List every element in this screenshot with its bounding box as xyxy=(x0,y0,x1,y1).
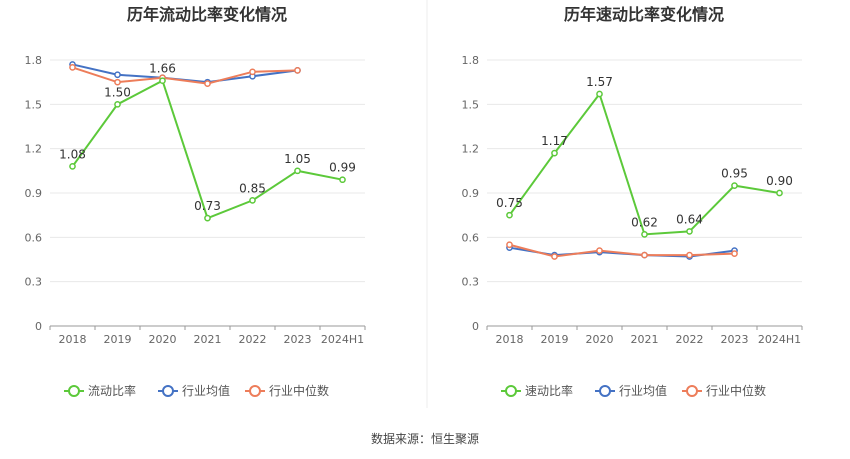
x-tick-label: 2024H1 xyxy=(758,333,801,346)
legend-item: 行业均值 xyxy=(158,383,230,398)
chart-2: 历年速动比率变化情况 0 0.3 0.6 0.9 1.2 1.5 1.8 2018 2019 202… xyxy=(462,5,803,398)
series-point xyxy=(339,176,346,184)
series-line-2 xyxy=(509,243,735,258)
data-label: 0.99 xyxy=(329,161,356,175)
y-tick-label: 1.2 xyxy=(462,143,480,156)
series-point xyxy=(204,214,211,222)
x-tick-label: 2023 xyxy=(721,333,749,346)
x-tick-label: 2022 xyxy=(676,333,704,346)
y-tick-label: 0 xyxy=(472,320,479,333)
legend-marker xyxy=(249,385,261,397)
y-tick-label: 1.5 xyxy=(25,98,43,111)
y-tick-label: 0.3 xyxy=(25,276,43,289)
x-tick-label: 2018 xyxy=(59,333,87,346)
data-label: 0.73 xyxy=(194,199,221,213)
series-point xyxy=(249,68,256,76)
series-point xyxy=(249,197,256,204)
series-point xyxy=(69,163,76,170)
series-point xyxy=(551,253,558,260)
series-point xyxy=(294,66,301,74)
series-point xyxy=(731,182,738,189)
data-label: 0.62 xyxy=(631,215,658,229)
legend-marker xyxy=(599,385,611,397)
y-tick-label: 1.8 xyxy=(25,54,43,67)
chart-title: 历年流动比率变化情况 xyxy=(127,5,287,24)
y-tick-label: 0.9 xyxy=(462,187,480,200)
x-tick-label: 2022 xyxy=(239,333,267,346)
legend-label: 行业中位数 xyxy=(706,383,766,398)
series-point xyxy=(596,90,603,98)
series-line-0 xyxy=(71,79,343,220)
series-point xyxy=(731,250,738,257)
x-tick-label: 2020 xyxy=(149,333,177,346)
series-point xyxy=(686,228,693,235)
x-tick-label: 2021 xyxy=(631,333,659,346)
series-point xyxy=(506,211,513,219)
data-label: 0.64 xyxy=(676,212,703,226)
data-label: 0.90 xyxy=(766,174,793,188)
series-point xyxy=(506,241,513,249)
data-label: 0.75 xyxy=(496,196,523,210)
x-tick-label: 2024H1 xyxy=(321,333,364,346)
series-point xyxy=(114,71,121,79)
data-label: 0.95 xyxy=(721,167,748,181)
x-tick-label: 2019 xyxy=(541,333,569,346)
data-label: 1.66 xyxy=(149,62,176,76)
data-label: 1.08 xyxy=(59,147,86,161)
data-label: 0.85 xyxy=(239,181,266,195)
y-tick-label: 1.5 xyxy=(462,98,480,111)
legend-item: 速动比率 xyxy=(501,383,573,398)
series-point xyxy=(159,77,166,85)
legend-item: 行业中位数 xyxy=(245,383,329,398)
y-tick-label: 0.9 xyxy=(25,187,43,200)
series-point xyxy=(776,189,783,197)
series-point xyxy=(69,64,76,71)
legend-item: 行业中位数 xyxy=(682,383,766,398)
data-label: 1.05 xyxy=(284,152,311,166)
y-tick-label: 0.3 xyxy=(462,276,480,289)
series-point xyxy=(686,251,693,259)
y-tick-label: 0 xyxy=(35,320,42,333)
chart-1: 历年流动比率变化情况 0 0.3 0.6 0.9 1.2 1.5 1.8 2018 2019 202… xyxy=(25,5,366,398)
legend-marker xyxy=(686,385,698,397)
series-point xyxy=(114,78,121,86)
x-tick-label: 2023 xyxy=(284,333,312,346)
legend-label: 行业均值 xyxy=(619,383,667,398)
data-label: 1.57 xyxy=(586,75,613,89)
series-point xyxy=(596,247,603,254)
legend-label: 行业均值 xyxy=(182,383,230,398)
legend-marker xyxy=(162,385,174,397)
legend-marker xyxy=(505,385,517,397)
series-point xyxy=(114,100,121,108)
legend-label: 流动比率 xyxy=(88,383,136,398)
y-tick-label: 0.6 xyxy=(25,231,43,244)
legend-item: 行业均值 xyxy=(595,383,667,398)
legend-label: 行业中位数 xyxy=(269,383,329,398)
series-line-2 xyxy=(72,66,298,85)
y-tick-label: 1.8 xyxy=(462,54,480,67)
y-tick-label: 1.2 xyxy=(25,143,43,156)
x-tick-label: 2020 xyxy=(586,333,614,346)
series-point xyxy=(204,80,211,87)
y-tick-label: 0.6 xyxy=(462,231,480,244)
series-point xyxy=(551,149,558,157)
data-label: 1.50 xyxy=(104,85,131,99)
legend-label: 速动比率 xyxy=(525,383,573,398)
legend-marker xyxy=(68,385,80,397)
x-tick-label: 2018 xyxy=(496,333,524,346)
series-point xyxy=(294,167,301,175)
series-point xyxy=(641,251,648,259)
x-tick-label: 2021 xyxy=(194,333,222,346)
data-label: 1.17 xyxy=(541,134,568,148)
chart-title: 历年速动比率变化情况 xyxy=(564,5,724,24)
x-tick-label: 2019 xyxy=(104,333,132,346)
data-source-note: 数据来源：恒生聚源 xyxy=(370,432,479,446)
series-point xyxy=(641,231,648,238)
legend-item: 流动比率 xyxy=(64,383,136,398)
series-line-0 xyxy=(508,91,780,236)
